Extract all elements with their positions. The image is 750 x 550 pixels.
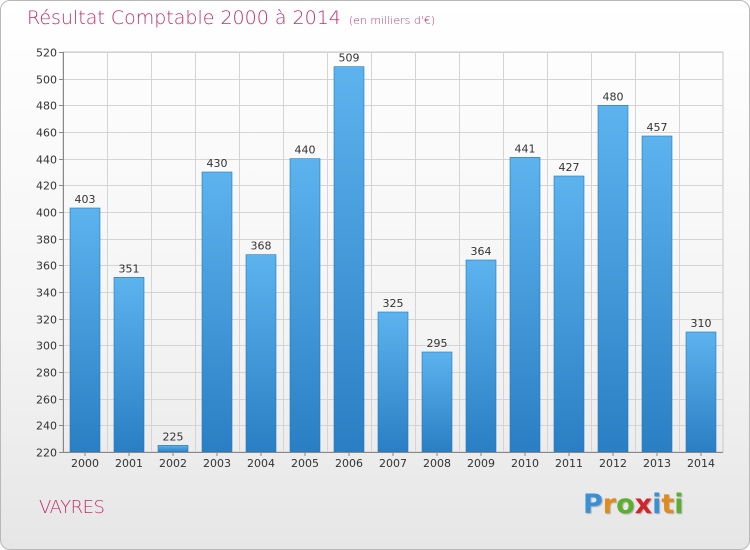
data-label-2009: 364	[471, 245, 492, 258]
x-tick-label-2000: 2000	[71, 457, 99, 470]
data-label-2004: 368	[251, 240, 272, 253]
bar-2013	[641, 135, 673, 453]
data-label-2014: 310	[691, 317, 712, 330]
x-tick-label-2004: 2004	[247, 457, 275, 470]
x-tick-label-2007: 2007	[379, 457, 407, 470]
logo-letter: x	[634, 489, 653, 520]
y-tick-label: 480	[36, 100, 57, 113]
bar-2000	[69, 207, 101, 453]
data-label-2010: 441	[515, 142, 536, 155]
x-tick-label-2010: 2010	[511, 457, 539, 470]
x-tick-label-2012: 2012	[599, 457, 627, 470]
x-tick-label-2006: 2006	[335, 457, 363, 470]
y-tick-label: 320	[36, 314, 57, 327]
y-tick-label: 400	[36, 207, 57, 220]
y-tick-label: 520	[36, 47, 57, 60]
x-tick-label-2008: 2008	[423, 457, 451, 470]
bar-2003	[201, 171, 233, 453]
y-tick-label: 240	[36, 420, 57, 433]
y-tick-label: 360	[36, 260, 57, 273]
x-tick-label-2001: 2001	[115, 457, 143, 470]
bar-2010	[509, 157, 541, 453]
bar-2008	[421, 351, 453, 453]
bar-2001	[113, 277, 145, 453]
commune-name: VAYRES	[39, 497, 105, 518]
chart-subtitle: (en milliers d'€)	[348, 14, 436, 27]
x-tick-label-2009: 2009	[467, 457, 495, 470]
logo-letter: o	[616, 489, 635, 520]
y-tick-label: 260	[36, 394, 57, 407]
x-tick-label-2005: 2005	[291, 457, 319, 470]
chart-title: Résultat Comptable 2000 à 2014 (en millie…	[27, 7, 435, 29]
x-tick-label-2003: 2003	[203, 457, 231, 470]
x-tick-label-2013: 2013	[643, 457, 671, 470]
bar-2002	[157, 445, 189, 453]
x-tick-label-2011: 2011	[555, 457, 583, 470]
data-label-2005: 440	[295, 144, 316, 157]
title-text: Résultat Comptable 2000 à 2014	[27, 7, 341, 29]
proxiti-logo[interactable]: Proxiti	[583, 489, 684, 520]
x-tick-label-2002: 2002	[159, 457, 187, 470]
y-tick-label: 440	[36, 154, 57, 167]
y-tick-label: 500	[36, 74, 57, 87]
bar-2007	[377, 311, 409, 453]
logo-letter: i	[674, 489, 684, 520]
y-tick-label: 280	[36, 367, 57, 380]
data-label-2007: 325	[383, 297, 404, 310]
data-label-2000: 403	[75, 193, 96, 206]
bar-2004	[245, 254, 277, 453]
bar-2014	[685, 331, 717, 453]
y-tick-label: 420	[36, 180, 57, 193]
data-label-2012: 480	[603, 90, 624, 103]
logo-letter: t	[661, 489, 675, 520]
data-label-2002: 225	[163, 430, 184, 443]
data-label-2011: 427	[559, 161, 580, 174]
y-tick-label: 340	[36, 287, 57, 300]
logo-letter: r	[602, 489, 617, 520]
logo-letter: i	[652, 489, 662, 520]
axes: 220 240 260 280 300 320 340 360 380 400 420 440 460 4…	[36, 47, 723, 470]
bars: 403 351 225 430 368 440 509 325 295 364 441 427 480 4…	[69, 52, 717, 453]
bar-2005	[289, 158, 321, 453]
x-tick-label-2014: 2014	[687, 457, 715, 470]
bar-2009	[465, 259, 497, 453]
y-tick-label: 460	[36, 127, 57, 140]
data-label-2003: 430	[207, 157, 228, 170]
data-label-2001: 351	[119, 262, 140, 275]
y-tick-label: 220	[36, 447, 57, 460]
y-tick-label: 300	[36, 340, 57, 353]
data-label-2008: 295	[427, 337, 448, 350]
data-label-2006: 509	[339, 52, 360, 65]
bar-2012	[597, 105, 629, 453]
bar-2011	[553, 175, 585, 453]
logo-letter: P	[583, 489, 603, 520]
bar-2006	[333, 66, 365, 453]
y-tick-label: 380	[36, 234, 57, 247]
data-label-2013: 457	[647, 121, 668, 134]
